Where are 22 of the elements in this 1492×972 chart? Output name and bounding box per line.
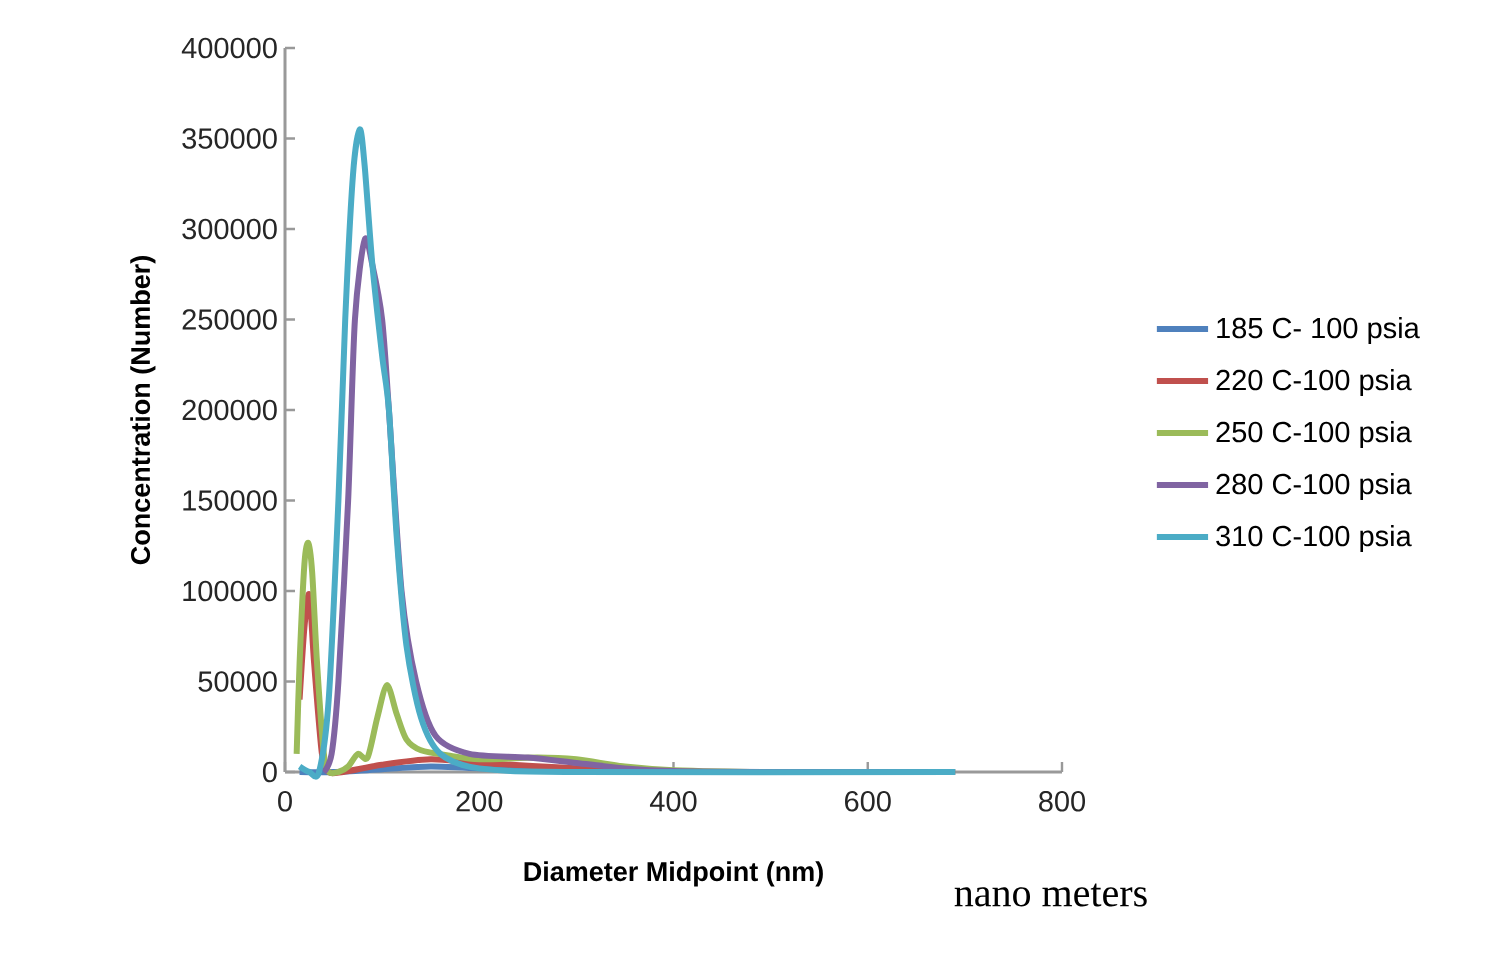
legend-label: 250 C-100 psia [1216,421,1412,449]
y-tick-label: 200000 [182,399,277,421]
legend-label: 280 C-100 psia [1216,473,1412,501]
y-tick-label: 300000 [182,218,277,240]
y-tick-label: 400000 [181,37,277,59]
y-tick-label: 100000 [183,580,277,602]
legend-label: 220 C-100 psia [1216,369,1412,397]
y-tick-label: 350000 [182,128,277,149]
x-tick-label: 0 [278,791,292,812]
y-tick-label: 150000 [183,490,277,511]
x-tick-label: 800 [1039,791,1086,812]
text: nano meters [954,883,1147,907]
y-tick-label: 0 [262,761,277,783]
y-tick-label: 250000 [182,309,277,330]
x-tick-label: 400 [649,791,697,812]
x-axis-title: Diameter Midpoint (nm) [524,861,823,887]
x-tick-label: 200 [456,791,503,812]
legend-label: 310 C-100 psia [1216,525,1412,553]
legend-label: 185 C- 100 psia [1217,317,1420,345]
y-axis-title: Concentration (Number) [130,256,156,565]
y-tick-label: 50000 [198,671,277,692]
x-tick-label: 600 [845,791,891,812]
